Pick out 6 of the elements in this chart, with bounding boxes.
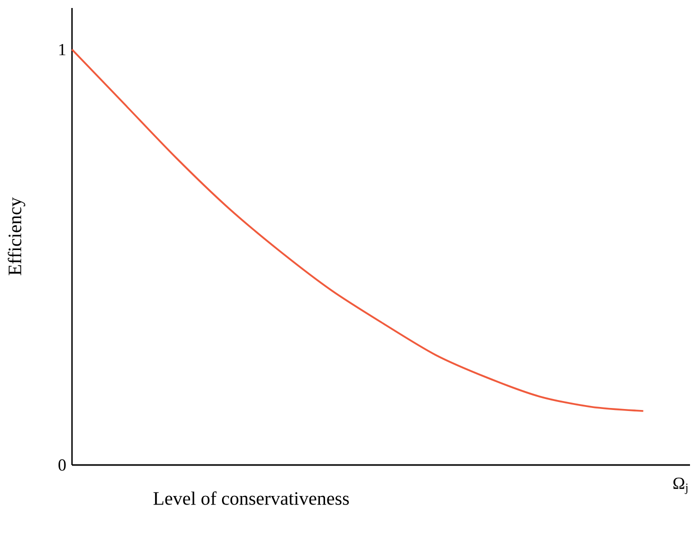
y-tick-label: 1 — [59, 44, 66, 56]
y-tick-label: 0 — [58, 459, 66, 471]
y-axis-title: Efficiency — [8, 197, 26, 276]
x-axis-title: Level of conservativeness — [153, 491, 349, 505]
text: Ω$_{j}$ — [673, 478, 688, 494]
line-series — [71, 48, 644, 412]
